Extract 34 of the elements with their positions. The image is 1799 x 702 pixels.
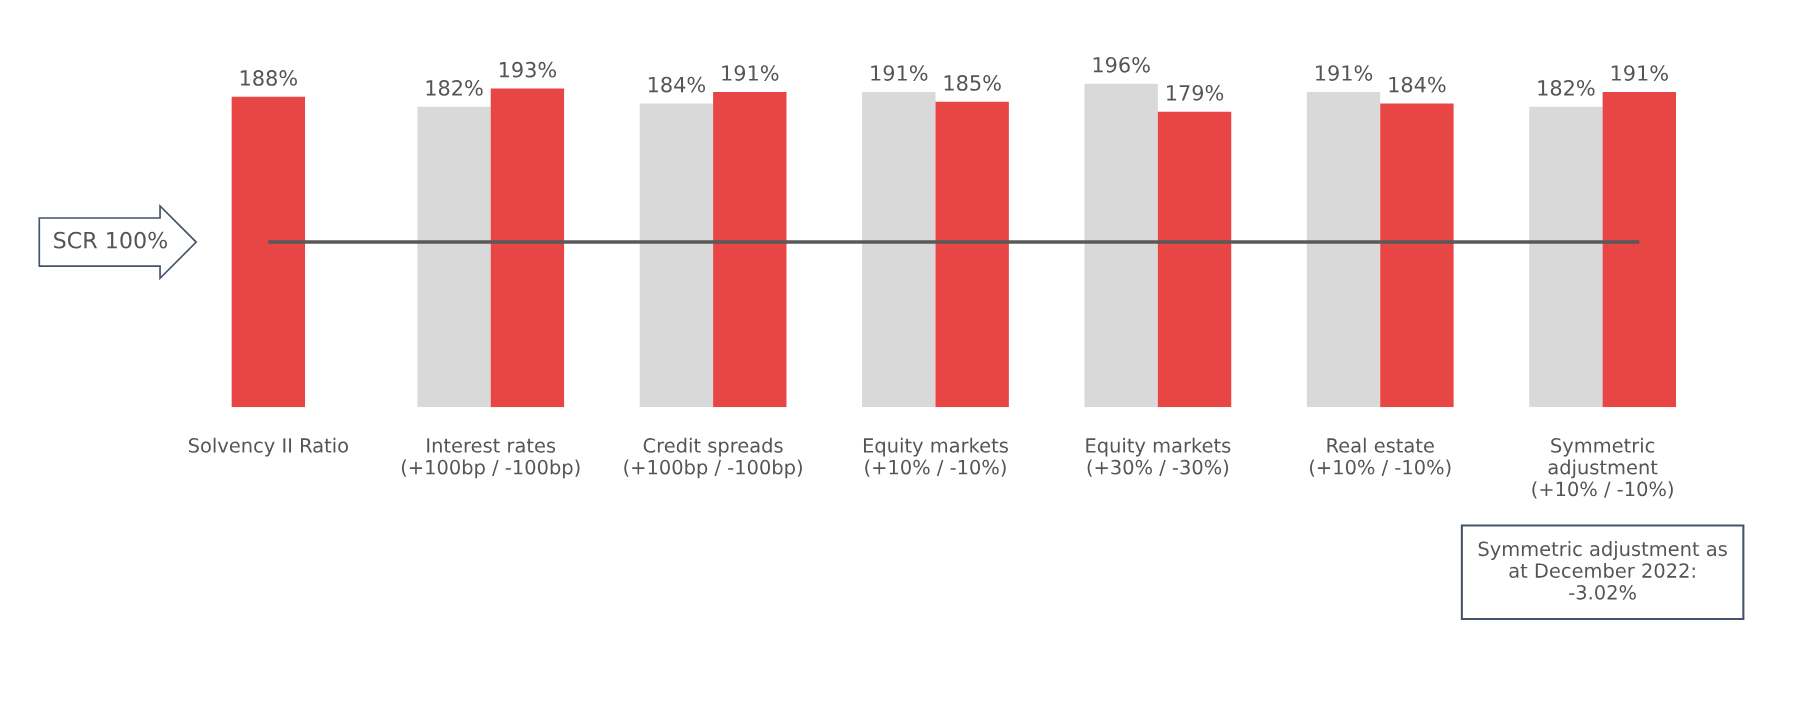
bar <box>935 101 1009 408</box>
data-label: 191% <box>722 65 779 81</box>
bar <box>490 88 565 408</box>
bar <box>1084 83 1158 408</box>
bar <box>417 106 491 408</box>
data-label: 191% <box>1316 65 1373 81</box>
bar <box>1602 91 1676 408</box>
bar <box>713 91 787 408</box>
bar <box>1157 111 1232 408</box>
ref-line-label: SCR 100% <box>54 231 168 249</box>
x-tick-label: Equity markets (+10% / -10%) <box>863 437 1008 477</box>
data-label: 196% <box>1093 56 1150 73</box>
data-label: 191% <box>1611 65 1668 81</box>
bar <box>639 103 714 408</box>
bar <box>1529 106 1603 408</box>
data-label: 193% <box>499 61 557 78</box>
bar <box>1380 103 1454 408</box>
x-tick-label: Equity markets (+30% / -30%) <box>1086 437 1231 477</box>
x-tick-label: Credit spreads (+100bp / -100bp) <box>624 437 802 479</box>
data-label: 182% <box>1538 80 1595 96</box>
data-label: 184% <box>648 76 706 93</box>
x-tick-label: Interest rates (+100bp / -100bp) <box>401 438 580 479</box>
data-label: 179% <box>1167 84 1224 101</box>
x-tick-label: Real estate (+10% / -10%) <box>1309 437 1451 477</box>
data-label: 191% <box>871 65 928 81</box>
data-label: 185% <box>944 75 1001 91</box>
x-tick-label: Solvency II Ratio <box>188 437 348 457</box>
data-label: 188% <box>240 70 297 86</box>
data-label: 182% <box>426 80 483 96</box>
bar <box>862 91 936 408</box>
x-tick-label: Symmetric adjustment (+10% / -10%) <box>1532 437 1673 499</box>
bar <box>1306 91 1381 408</box>
data-label: 184% <box>1389 76 1446 93</box>
text: Symmetric adjustment as at December 2022: -3.02% <box>1478 541 1727 600</box>
